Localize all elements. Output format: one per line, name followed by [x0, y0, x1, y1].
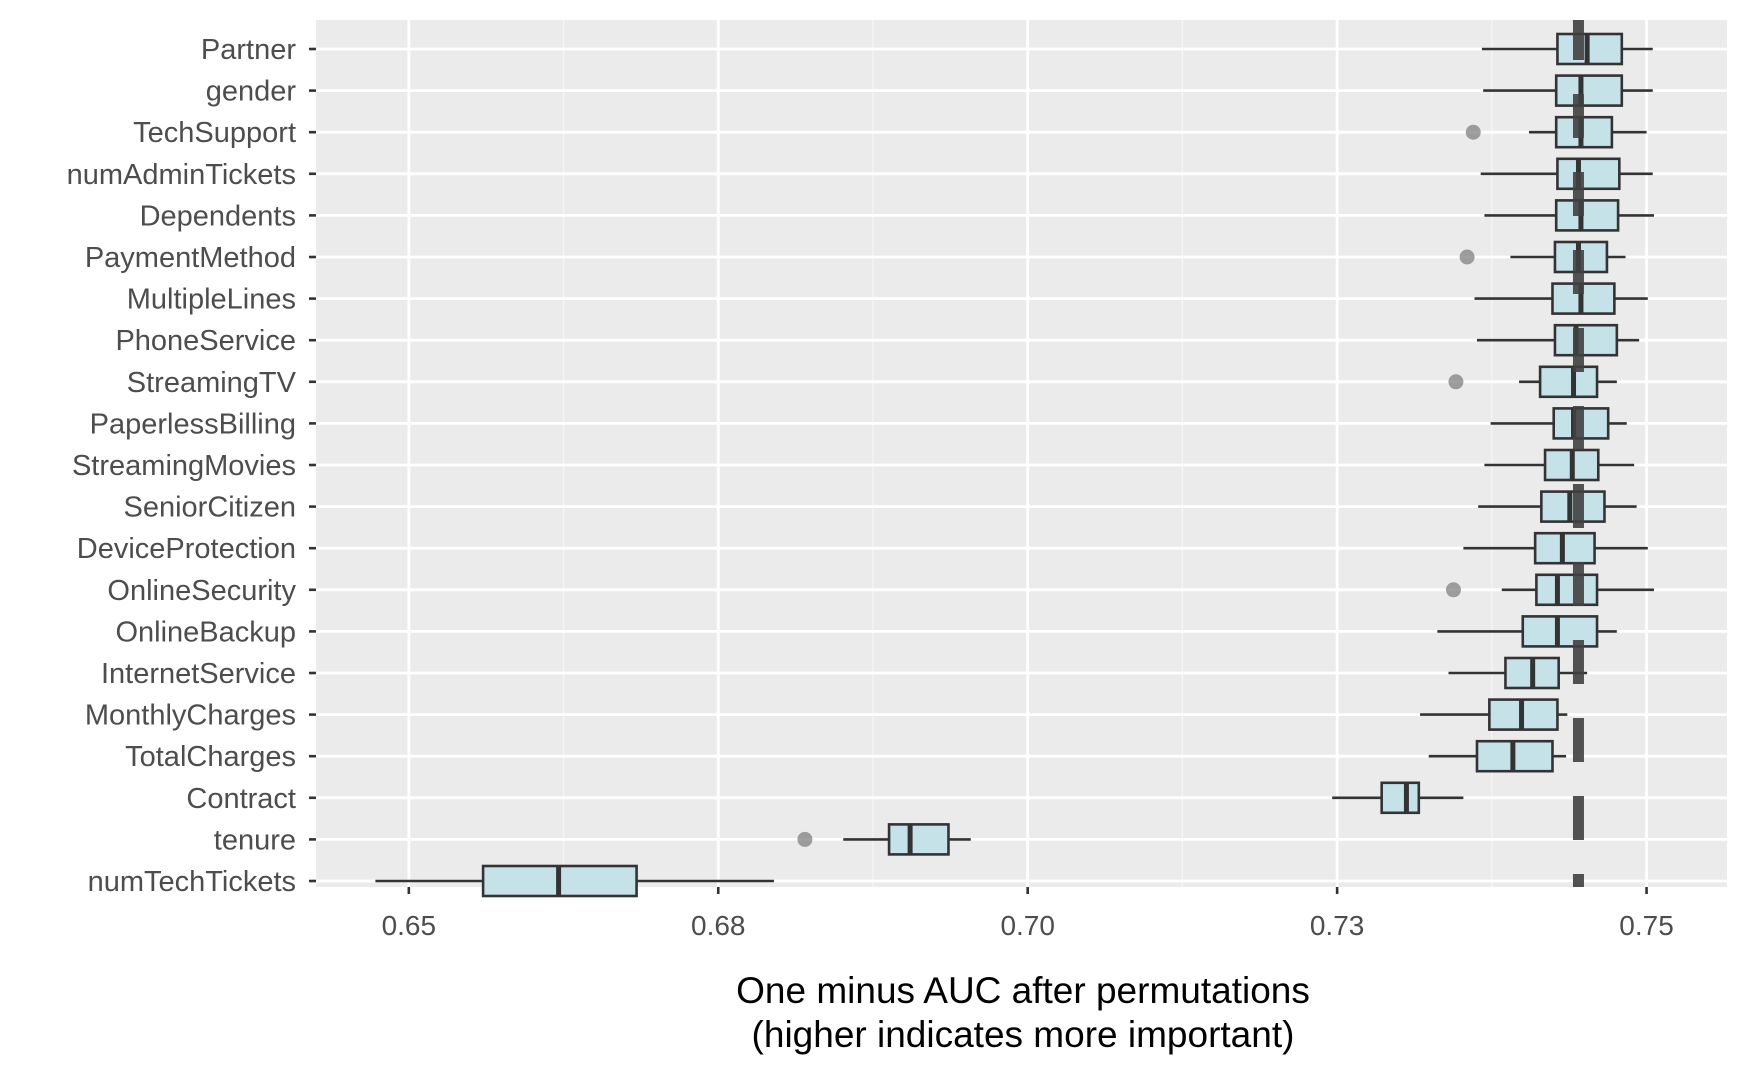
box-iqr	[1380, 781, 1421, 815]
y-tick-label: Partner	[201, 34, 296, 66]
box-InternetService	[1448, 656, 1588, 690]
y-tick-label: numAdminTickets	[67, 159, 296, 191]
box-DeviceProtection	[1463, 531, 1648, 565]
y-tick-label: Dependents	[140, 200, 296, 232]
y-tick-label: TotalCharges	[125, 741, 296, 773]
x-tick-label: 0.65	[382, 910, 437, 941]
x-tick-label: 0.70	[1000, 910, 1055, 941]
box-iqr	[1540, 490, 1606, 523]
outlier-point	[797, 831, 813, 847]
outlier-point	[1465, 124, 1481, 140]
box-StreamingMovies	[1484, 448, 1635, 482]
y-tick-label: Contract	[186, 783, 296, 815]
box-iqr	[1538, 365, 1599, 399]
y-tick-label: PaperlessBilling	[90, 408, 296, 440]
box-TotalCharges	[1428, 739, 1567, 773]
box-numTechTickets	[375, 864, 774, 898]
y-tick-label: PhoneService	[115, 325, 296, 357]
box-StreamingTV	[1448, 365, 1617, 399]
box-iqr	[1554, 199, 1620, 232]
box-iqr	[1553, 323, 1619, 357]
y-tick-label: OnlineSecurity	[107, 575, 296, 607]
outlier-point	[1445, 582, 1461, 598]
box-Partner	[1481, 32, 1653, 66]
y-tick-label: gender	[206, 76, 297, 108]
box-TechSupport	[1465, 115, 1647, 149]
x-tick-label: 0.73	[1310, 910, 1365, 941]
y-tick-label: StreamingTV	[127, 367, 297, 399]
box-numAdminTickets	[1480, 157, 1653, 191]
y-tick-label: InternetService	[101, 658, 296, 690]
x-axis-title-line2: (higher indicates more important)	[752, 1014, 1295, 1055]
y-axis: Partner gender TechSupport numAdminTickets D…	[67, 34, 316, 898]
outlier-point	[1448, 374, 1464, 390]
box-tenure	[797, 823, 971, 856]
x-axis: 0.65 0.68 0.70 0.73 0.75	[382, 887, 1674, 941]
box-iqr	[887, 823, 950, 856]
box-iqr	[1554, 115, 1614, 149]
x-tick-label: 0.68	[691, 910, 746, 941]
y-tick-label: tenure	[214, 824, 296, 856]
box-iqr	[1535, 573, 1599, 607]
y-tick-label: SeniorCitizen	[124, 492, 296, 524]
y-tick-label: StreamingMovies	[72, 450, 296, 482]
y-tick-label: PaymentMethod	[85, 242, 296, 274]
box-MonthlyCharges	[1420, 698, 1568, 731]
x-tick-label: 0.75	[1619, 910, 1674, 941]
box-OnlineSecurity	[1445, 573, 1654, 607]
y-tick-label: OnlineBackup	[115, 616, 296, 648]
y-tick-label: DeviceProtection	[77, 533, 296, 565]
y-tick-label: TechSupport	[133, 117, 296, 149]
box-iqr	[1554, 74, 1624, 107]
y-tick-label: numTechTickets	[88, 866, 296, 898]
box-SeniorCitizen	[1478, 490, 1637, 523]
y-tick-label: MonthlyCharges	[85, 700, 296, 732]
box-OnlineBackup	[1437, 615, 1617, 648]
x-axis-title-line1: One minus AUC after permutations	[736, 970, 1310, 1011]
y-tick-label: MultipleLines	[127, 284, 296, 316]
box-Contract	[1332, 781, 1464, 815]
box-iqr	[1556, 157, 1621, 191]
outlier-point	[1459, 249, 1475, 265]
box-Dependents	[1484, 199, 1654, 232]
box-gender	[1483, 74, 1653, 107]
